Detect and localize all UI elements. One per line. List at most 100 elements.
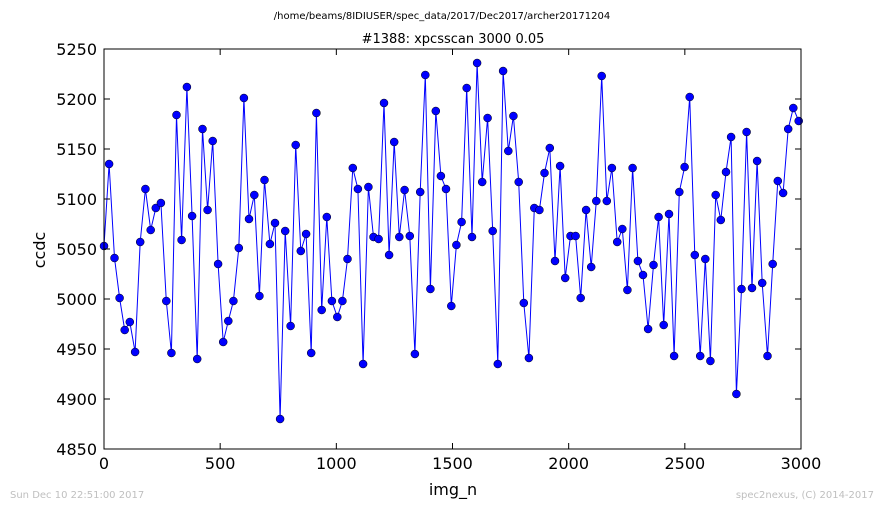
- data-point: [218, 337, 228, 347]
- data-point: [130, 347, 140, 357]
- y-axis-label: ccdc: [30, 232, 49, 269]
- data-point: [452, 240, 461, 250]
- data-point: [415, 187, 425, 197]
- data-point: [659, 320, 668, 330]
- data-point: [457, 217, 466, 227]
- data-point: [301, 229, 311, 239]
- data-point: [395, 232, 404, 242]
- data-point: [509, 111, 518, 121]
- data-point: [586, 262, 596, 272]
- data-point: [141, 184, 150, 194]
- data-point: [255, 291, 264, 301]
- data-point: [431, 106, 441, 116]
- data-point: [317, 305, 326, 315]
- data-point: [110, 253, 119, 263]
- x-axis-label: img_n: [429, 480, 477, 500]
- x-tick-label: 1000: [316, 454, 357, 473]
- data-point: [146, 225, 155, 235]
- data-point: [296, 246, 306, 256]
- data-point: [701, 254, 710, 264]
- data-point: [768, 259, 777, 269]
- data-point: [244, 214, 254, 224]
- y-tick-label: 5200: [56, 90, 97, 109]
- data-point: [612, 237, 622, 247]
- data-point: [633, 256, 643, 266]
- data-point: [675, 187, 684, 197]
- data-point: [721, 167, 731, 177]
- data-point: [726, 132, 736, 142]
- data-point: [737, 284, 746, 294]
- data-point: [208, 136, 217, 146]
- series-line: [103, 62, 800, 420]
- data-point: [504, 146, 513, 156]
- data-point: [400, 185, 409, 195]
- data-point: [198, 124, 207, 134]
- x-tick-label: 2500: [664, 454, 705, 473]
- data-point: [649, 260, 658, 270]
- x-tick-label: 500: [205, 454, 236, 473]
- data-point: [374, 234, 383, 244]
- data-point: [151, 203, 161, 213]
- data-point: [353, 184, 363, 194]
- data-point: [291, 140, 300, 150]
- data-point: [229, 296, 238, 306]
- data-point: [436, 171, 446, 181]
- data-point: [312, 108, 321, 118]
- timestamp: Sun Dec 10 22:51:00 2017: [10, 490, 145, 501]
- data-point: [576, 293, 585, 303]
- data-point: [643, 324, 653, 334]
- data-point: [270, 218, 280, 228]
- y-tick-label: 5100: [56, 190, 97, 209]
- data-point: [250, 190, 259, 200]
- data-point: [177, 235, 186, 245]
- x-tick-label: 0: [99, 454, 109, 473]
- data-point: [306, 348, 316, 358]
- data-point: [524, 353, 534, 363]
- data-point: [104, 159, 114, 169]
- data-point: [618, 224, 627, 234]
- chart-subtitle: /home/beams/8IDIUSER/spec_data/2017/Dec2…: [274, 11, 610, 22]
- data-point: [467, 232, 477, 242]
- data-point: [778, 188, 788, 198]
- data-point: [535, 205, 544, 215]
- data-point: [405, 231, 415, 241]
- data-point: [581, 205, 591, 215]
- data-point: [364, 182, 373, 192]
- data-point: [187, 211, 197, 221]
- data-point: [203, 205, 212, 215]
- data-point: [462, 83, 471, 93]
- data-point: [783, 124, 793, 134]
- data-point: [483, 113, 492, 123]
- data-point: [192, 354, 202, 364]
- data-point: [125, 317, 135, 327]
- data-point: [234, 243, 244, 253]
- data-point: [224, 316, 233, 326]
- chart-title: #1388: xpcsscan 3000 0.05: [362, 32, 545, 47]
- data-point: [623, 285, 632, 295]
- data-point: [172, 110, 181, 120]
- data-point: [333, 312, 342, 322]
- data-point: [348, 163, 358, 173]
- data-point: [135, 237, 145, 247]
- data-point: [167, 348, 176, 358]
- data-point: [747, 283, 757, 293]
- data-point: [680, 162, 689, 172]
- data-point: [280, 226, 290, 236]
- data-point: [447, 301, 456, 311]
- data-point: [493, 359, 503, 369]
- data-point: [545, 143, 555, 153]
- data-point: [695, 351, 705, 361]
- data-point: [550, 256, 560, 266]
- x-tick-label: 2000: [548, 454, 589, 473]
- x-tick-label: 3000: [781, 454, 822, 473]
- data-point: [571, 231, 580, 241]
- data-point: [711, 190, 720, 200]
- data-point: [213, 259, 223, 269]
- data-point: [690, 250, 700, 260]
- data-point: [260, 175, 269, 185]
- data-point: [514, 177, 523, 187]
- data-point: [410, 349, 420, 359]
- y-tick-label: 5150: [56, 140, 97, 159]
- data-point: [752, 156, 762, 166]
- data-point: [560, 273, 570, 283]
